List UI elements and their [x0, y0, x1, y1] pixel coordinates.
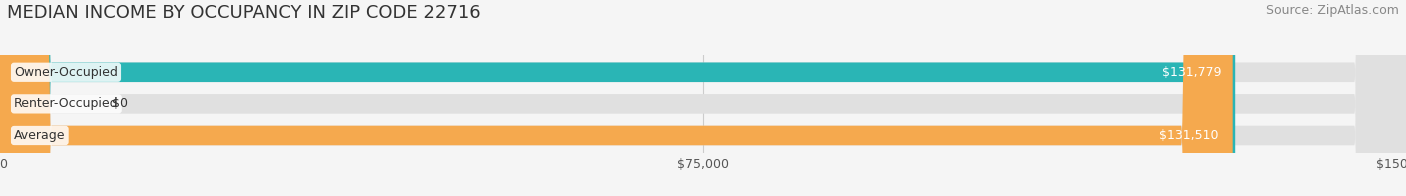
FancyBboxPatch shape: [0, 0, 1233, 196]
Text: Renter-Occupied: Renter-Occupied: [14, 97, 118, 110]
Text: MEDIAN INCOME BY OCCUPANCY IN ZIP CODE 22716: MEDIAN INCOME BY OCCUPANCY IN ZIP CODE 2…: [7, 4, 481, 22]
Text: $131,510: $131,510: [1159, 129, 1219, 142]
Text: $0: $0: [112, 97, 128, 110]
Text: $131,779: $131,779: [1161, 66, 1222, 79]
Text: Source: ZipAtlas.com: Source: ZipAtlas.com: [1265, 4, 1399, 17]
FancyBboxPatch shape: [0, 0, 1236, 196]
Text: Average: Average: [14, 129, 66, 142]
Text: Owner-Occupied: Owner-Occupied: [14, 66, 118, 79]
